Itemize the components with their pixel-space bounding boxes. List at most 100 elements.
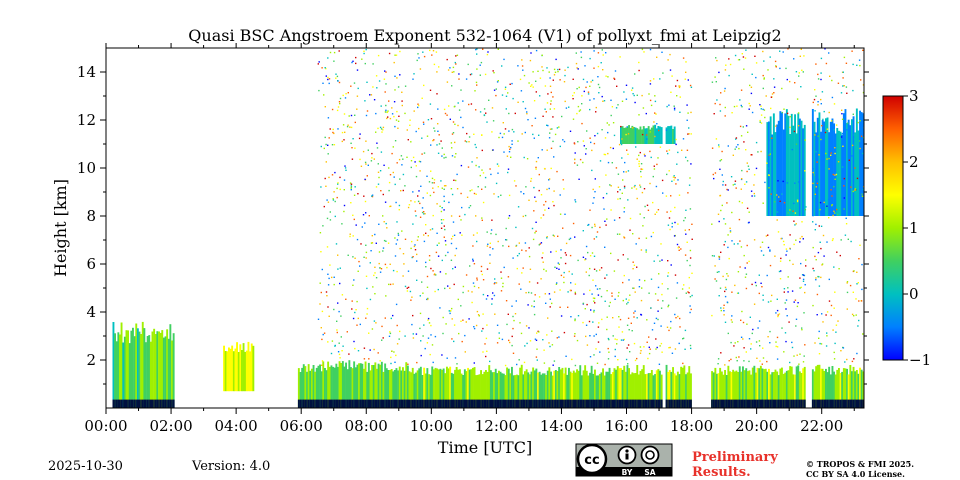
noise-pixel: [478, 315, 480, 317]
noise-pixel: [783, 351, 785, 353]
noise-pixel: [542, 115, 544, 117]
noise-pixel: [355, 309, 357, 311]
surface-strip: [665, 399, 668, 408]
noise-pixel: [334, 344, 336, 347]
noise-pixel: [741, 202, 743, 204]
surface-strip: [533, 399, 536, 408]
noise-pixel: [338, 353, 341, 356]
noise-pixel: [419, 327, 421, 330]
noise-pixel: [478, 287, 480, 289]
noise-pixel: [460, 89, 462, 91]
noise-pixel: [359, 323, 361, 326]
noise-pixel: [729, 231, 732, 233]
surface-strip: [514, 399, 517, 408]
noise-pixel: [460, 164, 463, 167]
noise-pixel: [719, 168, 721, 170]
surface-strip: [594, 399, 596, 408]
noise-pixel: [834, 342, 836, 345]
region-strip: [764, 368, 767, 408]
region-strip: [777, 375, 780, 408]
noise-pixel: [416, 253, 418, 256]
region-strip: [379, 364, 382, 408]
region-strip: [598, 373, 601, 408]
noise-pixel: [845, 217, 847, 219]
noise-pixel: [505, 239, 508, 241]
noise-pixel: [783, 202, 786, 204]
noise-pixel: [742, 126, 744, 128]
noise-pixel: [431, 182, 434, 184]
noise-pixel: [654, 213, 656, 215]
surface-strip: [441, 399, 443, 408]
noise-pixel: [389, 205, 391, 208]
noise-pixel: [854, 189, 856, 191]
noise-pixel: [593, 98, 595, 100]
noise-pixel: [451, 85, 453, 87]
noise-pixel: [554, 71, 557, 73]
region-strip: [821, 368, 824, 408]
noise-pixel: [490, 173, 492, 176]
noise-pixel: [473, 327, 476, 330]
noise-pixel: [411, 296, 413, 298]
noise-pixel: [320, 186, 322, 188]
region-strip: [324, 368, 326, 408]
noise-pixel: [329, 211, 331, 213]
noise-pixel: [726, 202, 728, 204]
noise-pixel: [442, 332, 444, 335]
noise-pixel: [735, 138, 737, 140]
noise-pixel: [585, 324, 588, 326]
region-strip: [722, 374, 725, 408]
noise-pixel: [454, 156, 456, 158]
region-strip: [634, 373, 637, 408]
surface-strip: [753, 399, 756, 408]
noise-pixel: [505, 227, 507, 230]
noise-pixel: [543, 167, 546, 170]
surface-strip: [446, 399, 448, 408]
surface-strip: [637, 399, 640, 408]
noise-pixel: [506, 323, 508, 326]
noise-pixel: [483, 114, 486, 116]
noise-pixel: [565, 107, 568, 109]
noise-pixel: [526, 342, 528, 345]
region-strip: [834, 133, 837, 216]
surface-strip: [597, 399, 600, 408]
noise-pixel: [856, 352, 858, 355]
noise-pixel: [535, 166, 537, 169]
surface-strip: [481, 399, 484, 408]
surface-strip: [528, 399, 531, 408]
noise-pixel: [626, 347, 628, 349]
region-strip: [717, 373, 720, 408]
noise-pixel: [400, 190, 402, 192]
noise-pixel: [519, 78, 522, 81]
noise-pixel: [746, 207, 749, 209]
noise-pixel: [395, 119, 398, 121]
region-strip: [829, 121, 832, 216]
noise-pixel: [552, 234, 554, 236]
surface-strip: [714, 399, 717, 408]
noise-pixel: [455, 55, 457, 57]
noise-pixel: [389, 174, 392, 176]
region-strip: [600, 372, 603, 408]
noise-pixel: [429, 353, 431, 356]
noise-pixel: [407, 363, 409, 365]
region-strip: [447, 368, 450, 408]
noise-pixel: [486, 324, 488, 326]
noise-pixel: [626, 324, 629, 326]
noise-pixel: [387, 116, 389, 118]
noise-pixel: [503, 133, 505, 135]
region-strip: [667, 371, 670, 408]
noise-pixel: [591, 169, 593, 172]
noise-pixel: [550, 100, 552, 102]
region-strip: [798, 118, 801, 216]
region-strip: [475, 375, 478, 408]
noise-pixel: [384, 70, 386, 72]
noise-pixel: [323, 94, 325, 96]
surface-strip: [494, 399, 497, 408]
surface-strip: [634, 399, 637, 408]
noise-pixel: [851, 155, 853, 157]
noise-pixel: [742, 338, 744, 340]
noise-pixel: [733, 243, 735, 245]
region-strip: [566, 374, 569, 408]
noise-pixel: [321, 338, 323, 341]
noise-pixel: [762, 108, 764, 111]
noise-pixel: [589, 255, 592, 257]
